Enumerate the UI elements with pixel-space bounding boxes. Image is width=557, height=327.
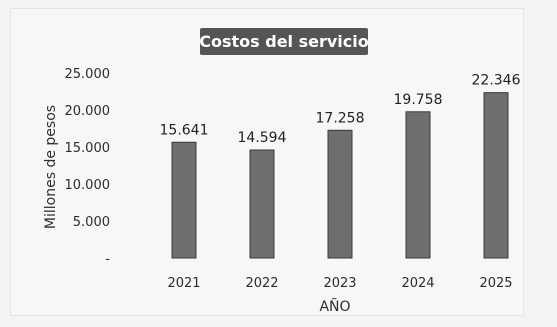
bar-2021: [171, 141, 197, 259]
value-label-2024: 19.758: [394, 92, 443, 108]
chart-title-background: [200, 28, 368, 55]
y-tick-label: 20.000: [65, 104, 111, 119]
x-axis-ticks: 2021 2022 2023 2024 2025: [167, 276, 512, 291]
x-tick-label-2023: 2023: [323, 276, 356, 291]
y-axis-ticks: - 5.000 10.000 15.000 20.000 25.000: [65, 67, 111, 267]
bar-2023: [327, 129, 353, 259]
value-label-2025: 22.346: [472, 73, 521, 89]
y-tick-label: -: [105, 252, 110, 267]
y-tick-label: 15.000: [65, 141, 111, 156]
bars-group: [171, 92, 509, 259]
value-label-2022: 14.594: [238, 130, 287, 146]
y-tick-label: 10.000: [65, 178, 111, 193]
y-tick-label: 25.000: [65, 67, 111, 82]
bar-2024: [405, 111, 431, 259]
x-tick-label-2021: 2021: [167, 276, 200, 291]
value-label-2021: 15.641: [160, 122, 209, 138]
x-tick-label-2022: 2022: [245, 276, 278, 291]
value-labels-group: 15.641 14.594 17.258 19.758 22.346: [160, 73, 521, 146]
chart-title: Costos del servicio: [199, 32, 369, 51]
bar-2025: [483, 92, 509, 259]
y-axis-label: Millones de pesos: [43, 105, 59, 229]
x-tick-label-2025: 2025: [479, 276, 512, 291]
value-label-2023: 17.258: [316, 110, 365, 126]
x-tick-label-2024: 2024: [401, 276, 434, 291]
y-tick-label: 5.000: [73, 215, 110, 230]
bar-2022: [249, 149, 275, 259]
x-axis-label: AÑO: [319, 298, 350, 315]
